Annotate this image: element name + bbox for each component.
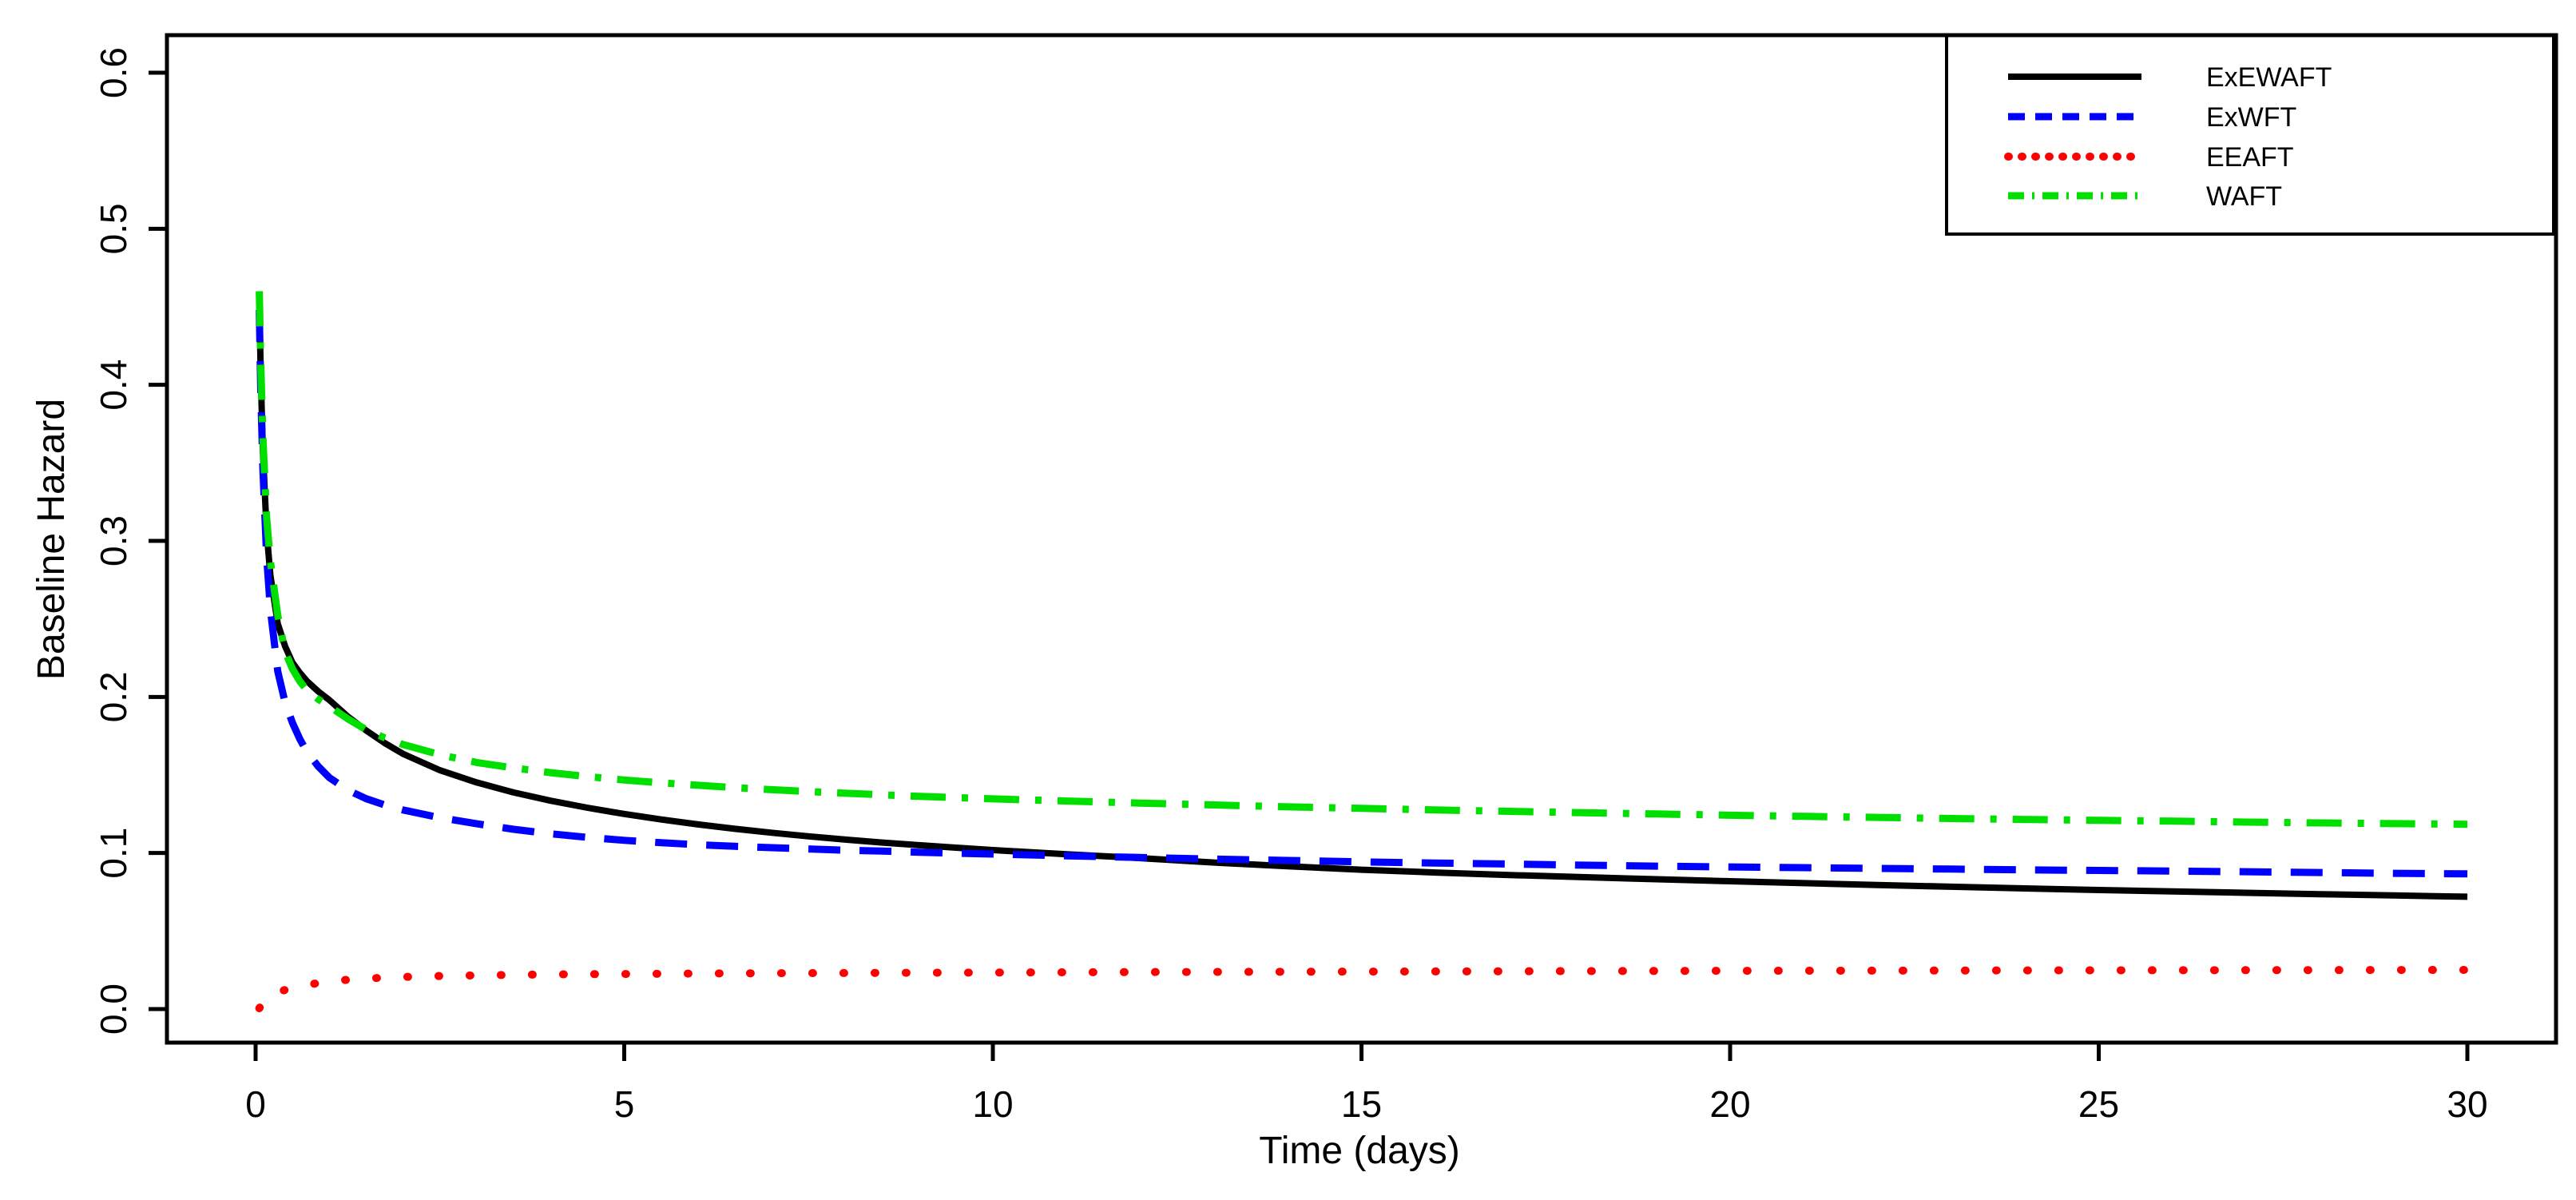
y-tick-label: 0.3	[93, 515, 134, 566]
legend-label-exwft: ExWFT	[2206, 102, 2296, 133]
legend-label-exewaft: ExEWAFT	[2206, 62, 2332, 93]
legend-label-waft: WAFT	[2206, 181, 2282, 212]
x-axis-title: Time (days)	[1259, 1130, 1460, 1172]
x-tick-label: 0	[245, 1083, 266, 1125]
x-tick-label: 5	[614, 1083, 635, 1125]
series-line-exewaft	[256, 299, 2468, 900]
y-tick-label: 0.1	[93, 828, 134, 879]
x-tick-label: 15	[1341, 1083, 1382, 1125]
plot-area: 0 5 10 15 20 25 30 0.0 0.1 0.2 0.3 0.4 0.5 0.6	[93, 33, 2558, 1125]
series-line-waft	[256, 291, 2468, 828]
x-tick-label: 20	[1709, 1083, 1750, 1125]
y-tick-label: 0.4	[93, 360, 134, 411]
x-tick-label: 30	[2447, 1083, 2487, 1125]
series-line-exwft	[256, 309, 2468, 878]
x-tick-label: 25	[2078, 1083, 2119, 1125]
legend-label-eeaft: EEAFT	[2206, 142, 2294, 173]
x-tick-label: 10	[972, 1083, 1013, 1125]
legend-frame	[1945, 34, 2555, 236]
series-line-eeaft	[255, 966, 2471, 1012]
y-tick-label: 0.0	[93, 983, 134, 1035]
y-tick-label: 0.2	[93, 671, 134, 722]
y-axis-title: Baseline Hazard	[30, 399, 73, 680]
y-tick-label: 0.5	[93, 203, 134, 254]
y-tick-label: 0.6	[93, 47, 134, 98]
legend: ExEWAFT ExWFT EEAFT WAFT	[1945, 34, 2555, 236]
